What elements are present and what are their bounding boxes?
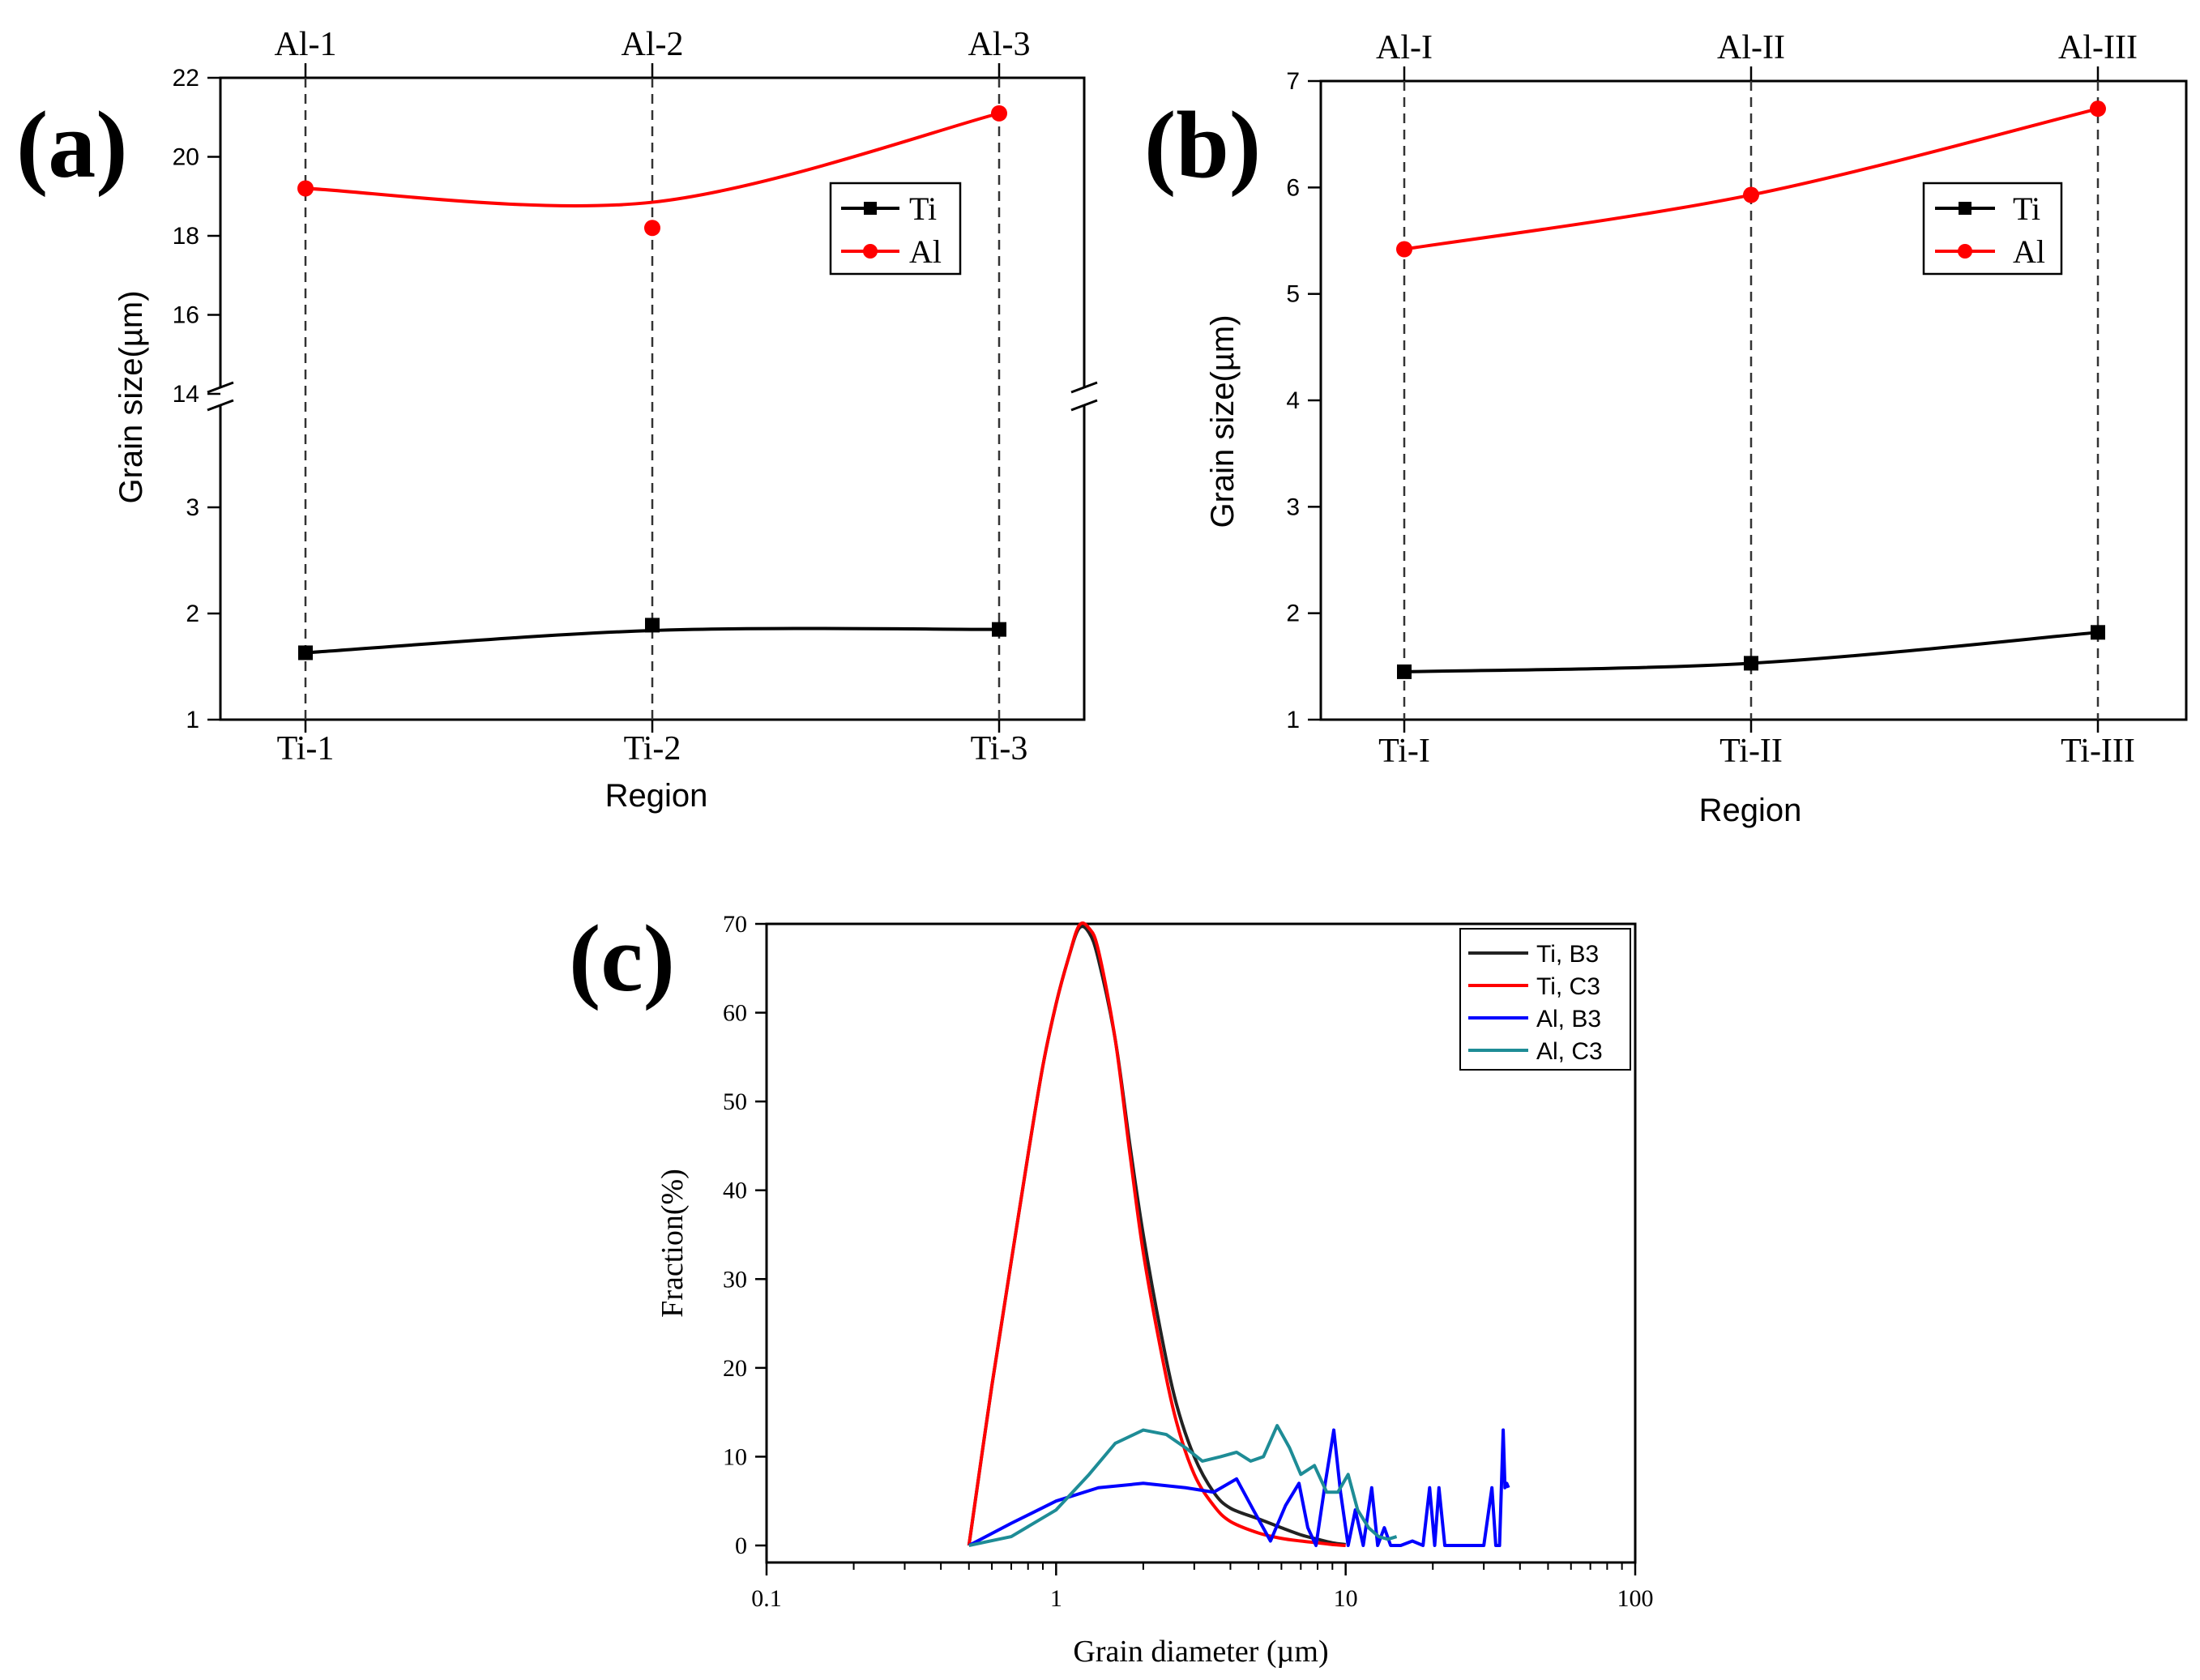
panel-b-point-ti (1397, 664, 1412, 679)
panel-a-break-mark (207, 399, 234, 412)
panel-a-point-ti (645, 618, 660, 633)
panel-c-x-tick-label: 100 (1617, 1585, 1654, 1612)
panel-c-y-tick-label: 60 (723, 1000, 747, 1027)
panel-c-y-tick-label: 30 (723, 1266, 747, 1293)
panel-a-y-tick-label: 16 (173, 302, 199, 329)
panel-b-legend-al-label: Al (2013, 233, 2045, 270)
panel-a-point-al (644, 220, 660, 237)
panel-b-x-tick-label: Ti-III (2061, 733, 2135, 770)
panel-a-y-tick-label: 18 (173, 223, 199, 250)
panel-a-legend-al-label: Al (909, 233, 942, 270)
panel-a-point-ti (298, 645, 313, 660)
panel-a-point-al (991, 105, 1007, 122)
panel-c-x-tick-label: 1 (1050, 1585, 1062, 1612)
panel-b-y-tick-label: 4 (1286, 387, 1300, 414)
panel-a-y-tick-label: 14 (173, 381, 199, 408)
panel-a-point-al (297, 180, 314, 197)
panel-a-ylabel: Grain size(µm) (113, 290, 149, 503)
panel-a-break-mask-right (1076, 387, 1092, 405)
panel-a-xlabel: Region (605, 778, 708, 814)
panel-a-legend-ti-label: Ti (909, 190, 937, 227)
panel-b-point-al (1743, 186, 1759, 203)
panel-a-y-tick-label: 1 (186, 707, 199, 733)
panel-a-top-tick-label: Al-3 (968, 26, 1031, 63)
panel-a-legend-al-marker (863, 244, 878, 259)
panel-c-x-tick-label: 10 (1334, 1585, 1358, 1612)
panel-a-top-tick-label: Al-2 (622, 26, 684, 63)
panel-b-x-tick-label: Ti-I (1378, 733, 1430, 770)
panel-a-label: (a) (16, 92, 128, 198)
panel-b-y-tick-label: 1 (1286, 707, 1300, 733)
panel-a-legend: Ti Al (829, 182, 962, 276)
panel-b-label: (b) (1144, 92, 1261, 198)
panel-b-legend-box (1922, 182, 2063, 276)
panel-c-y-tick-label: 50 (723, 1088, 747, 1115)
panel-a-point-ti (992, 622, 1006, 637)
panel-b-y-tick-label: 2 (1286, 601, 1300, 627)
panel-b-point-al (1396, 241, 1412, 258)
panel-a-y-tick-label: 20 (173, 144, 199, 171)
panel-b-top-tick-label: Al-II (1717, 29, 1785, 66)
panel-a-break-mark (207, 381, 234, 394)
panel-c-series-line-ti-c3 (967, 921, 1346, 1547)
panel-a-break-mask-left (212, 387, 229, 405)
panel-a-x-tick-label: Ti-3 (971, 730, 1028, 767)
panel-b-point-ti (2091, 625, 2105, 640)
panel-c-label: (c) (569, 905, 675, 1011)
panel-b-y-tick-label: 3 (1286, 494, 1300, 520)
panel-c-x-tick-label: 0.1 (751, 1585, 782, 1612)
panel-b-x-tick-label: Ti-II (1719, 733, 1783, 770)
panel-c-legend-label: Ti, B3 (1536, 941, 1599, 968)
panel-c-y-tick-label: 20 (723, 1355, 747, 1382)
panel-c-legend: Ti, B3 Ti, C3 Al, B3 Al, C3 (1459, 928, 1631, 1071)
panel-b-xlabel: Region (1699, 793, 1802, 828)
panel-a-top-tick-label: Al-1 (275, 26, 337, 63)
panel-b-legend-ti-label: Ti (2013, 190, 2040, 227)
panel-a-y-tick-label: 22 (173, 65, 199, 92)
panel-b-y-tick-label: 6 (1286, 174, 1300, 201)
panel-b-point-ti (1744, 656, 1758, 671)
panel-c-ylabel: Fraction(%) (656, 1169, 690, 1318)
panel-c-xlabel: Grain diameter (µm) (1073, 1635, 1328, 1669)
panel-a-x-tick-label: Ti-2 (624, 730, 681, 767)
panel-c-series-line-ti-b3 (967, 925, 1346, 1546)
panel-b-legend: Ti Al (1922, 182, 2063, 276)
panel-a-legend-ti-marker (864, 202, 877, 215)
panel-a-y-tick-label: 3 (186, 494, 199, 521)
panel-c-y-tick-label: 10 (723, 1443, 747, 1470)
panel-a-series-line-al (305, 111, 1000, 207)
panel-c-y-tick-label: 70 (723, 911, 747, 938)
panel-c-frame (765, 922, 1637, 1564)
panel-c-chart: (c) 0 10 20 30 40 50 60 70 0.1 1 10 100 Grain diam… (569, 905, 1654, 1669)
panel-a-y-tick-label: 2 (186, 601, 199, 627)
panel-b-y-tick-label: 7 (1286, 68, 1300, 95)
panel-c-series-line-al-c3 (968, 1424, 1398, 1547)
panel-b-legend-al-marker (1958, 244, 1972, 259)
panel-a-break-mark (1070, 399, 1098, 412)
panel-b-chart: (b) Al-I Al-II Al-III 1 2 3 4 5 6 7 Ti-I Ti-II Ti-… (1144, 29, 2188, 828)
panel-c-y-tick-label: 40 (723, 1178, 747, 1204)
panel-c-legend-label: Al, C3 (1536, 1038, 1603, 1065)
panel-c-y-tick-label: 0 (735, 1533, 747, 1559)
panel-c-legend-label: Al, B3 (1536, 1006, 1601, 1032)
panel-a-x-tick-label: Ti-1 (277, 730, 335, 767)
panel-b-top-tick-label: Al-III (2058, 29, 2138, 66)
panel-b-ylabel: Grain size(µm) (1205, 314, 1241, 528)
panel-b-y-tick-label: 5 (1286, 281, 1300, 308)
panel-b-top-tick-label: Al-I (1376, 29, 1433, 66)
panel-a-break-mark (1070, 381, 1098, 394)
panel-a-legend-box (829, 182, 962, 276)
panel-c-legend-label: Ti, C3 (1536, 973, 1600, 1000)
panel-b-point-al (2090, 100, 2106, 118)
panel-b-legend-ti-marker (1959, 202, 1971, 215)
panel-b-frame (1319, 79, 2188, 721)
panel-a-chart: (a) Al-1 Al-2 Al-3 1 2 3 14 16 18 20 22 Ti-1 Ti-2 T… (16, 26, 1098, 814)
panel-c-series-line-al-b3 (968, 1428, 1510, 1547)
